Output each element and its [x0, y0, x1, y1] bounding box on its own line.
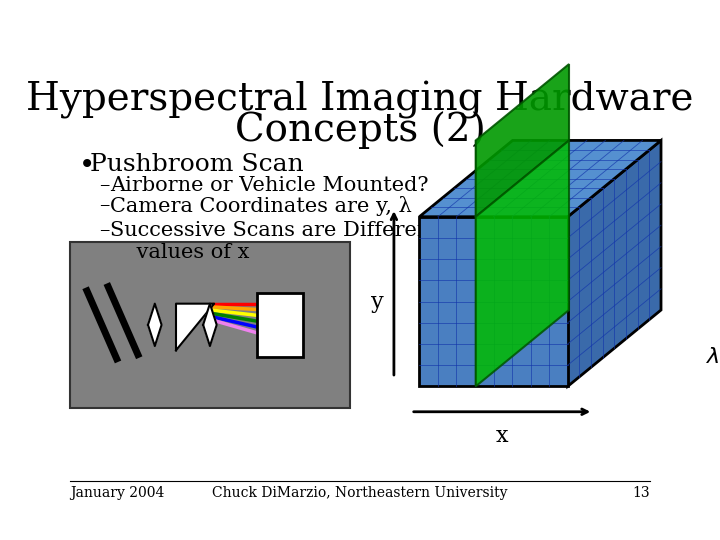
Text: x: x — [496, 426, 508, 447]
Text: 13: 13 — [632, 487, 650, 501]
Text: $\lambda$: $\lambda$ — [706, 346, 720, 368]
Polygon shape — [476, 64, 569, 217]
Text: Camera Coordinates are y, λ: Camera Coordinates are y, λ — [110, 197, 412, 217]
Text: •: • — [78, 153, 95, 180]
Text: Concepts (2): Concepts (2) — [235, 111, 485, 148]
Text: y: y — [371, 291, 384, 313]
Polygon shape — [568, 140, 661, 386]
Polygon shape — [419, 140, 661, 217]
Polygon shape — [203, 303, 217, 346]
Text: Chuck DiMarzio, Northeastern University: Chuck DiMarzio, Northeastern University — [212, 487, 508, 501]
Text: –: – — [99, 176, 109, 195]
Polygon shape — [476, 140, 569, 386]
Polygon shape — [176, 303, 214, 350]
Polygon shape — [419, 217, 568, 386]
Text: –: – — [99, 197, 109, 215]
Text: –: – — [99, 221, 109, 240]
Text: Pushbroom Scan: Pushbroom Scan — [91, 153, 304, 176]
Polygon shape — [148, 303, 161, 346]
Text: Airborne or Vehicle Mounted?: Airborne or Vehicle Mounted? — [110, 176, 428, 195]
Text: Successive Scans are Different
    values of x: Successive Scans are Different values of… — [110, 221, 439, 262]
Bar — [70, 242, 350, 408]
Text: January 2004: January 2004 — [70, 487, 164, 501]
Text: Hyperspectral Imaging Hardware: Hyperspectral Imaging Hardware — [26, 81, 694, 119]
Bar — [256, 293, 303, 357]
